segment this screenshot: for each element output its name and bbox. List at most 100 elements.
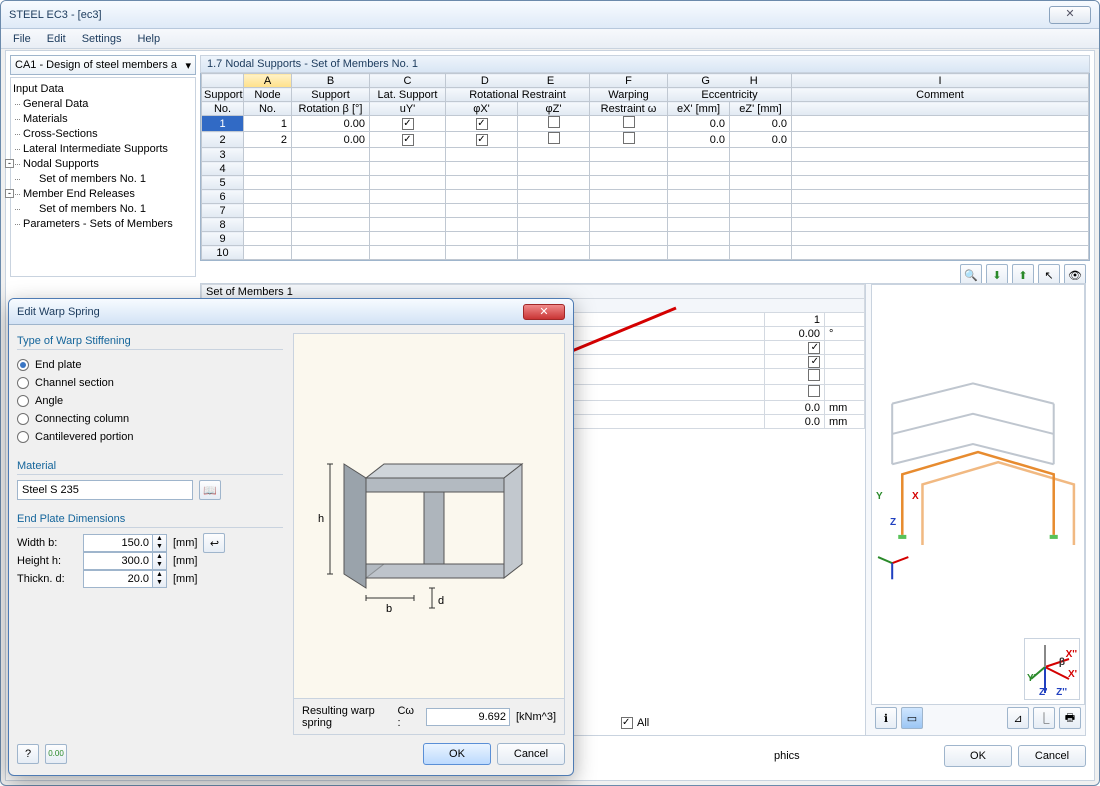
spinner[interactable]: ▲▼ — [153, 534, 167, 552]
cell[interactable] — [668, 148, 730, 162]
tree-item[interactable]: Set of members No. 1 — [13, 202, 193, 217]
detail-cell[interactable]: 0.0 — [765, 401, 825, 415]
thick-input[interactable] — [83, 570, 153, 588]
cell[interactable] — [370, 232, 446, 246]
cell[interactable] — [668, 232, 730, 246]
detail-cell[interactable] — [765, 385, 825, 401]
cell[interactable] — [292, 218, 370, 232]
row-header[interactable]: 7 — [202, 204, 244, 218]
cell[interactable] — [292, 232, 370, 246]
cell[interactable] — [446, 246, 518, 260]
cell[interactable] — [668, 246, 730, 260]
cell[interactable] — [792, 148, 1089, 162]
collapse-icon[interactable]: - — [5, 189, 14, 198]
detail-cell[interactable]: 0.00 — [765, 327, 825, 341]
cell[interactable] — [370, 190, 446, 204]
dim-icon[interactable]: ⊿ — [1007, 707, 1029, 729]
spinner[interactable]: ▲▼ — [153, 552, 167, 570]
cell[interactable] — [590, 232, 668, 246]
row-header[interactable]: 1 — [202, 116, 244, 132]
cell[interactable] — [518, 204, 590, 218]
cell[interactable] — [590, 132, 668, 148]
units-button[interactable]: 0.00 — [45, 744, 67, 764]
cell[interactable] — [370, 218, 446, 232]
cell[interactable] — [244, 218, 292, 232]
cell[interactable] — [244, 176, 292, 190]
cell[interactable] — [244, 148, 292, 162]
cell[interactable]: ✓ — [446, 116, 518, 132]
info-icon[interactable]: ℹ — [875, 707, 897, 729]
menu-settings[interactable]: Settings — [76, 31, 128, 47]
cell[interactable] — [792, 132, 1089, 148]
cell[interactable] — [792, 162, 1089, 176]
cell[interactable] — [730, 232, 792, 246]
cell[interactable] — [590, 116, 668, 132]
tree-item[interactable]: Cross-Sections — [13, 127, 193, 142]
all-checkbox[interactable]: ✓ — [621, 717, 633, 729]
cell[interactable] — [244, 246, 292, 260]
cell[interactable] — [590, 204, 668, 218]
detail-cell[interactable]: 0.0 — [765, 415, 825, 429]
row-header[interactable]: 4 — [202, 162, 244, 176]
cell[interactable] — [292, 162, 370, 176]
cell[interactable] — [244, 232, 292, 246]
menu-help[interactable]: Help — [131, 31, 166, 47]
cell[interactable] — [730, 204, 792, 218]
material-input[interactable]: Steel S 235 — [17, 480, 193, 500]
cell[interactable] — [668, 218, 730, 232]
tree-item-nodal[interactable]: -Nodal Supports — [13, 157, 193, 172]
cell[interactable] — [518, 190, 590, 204]
col-letter[interactable]: F — [590, 74, 668, 88]
print-icon[interactable]: 🖶 — [1059, 707, 1081, 729]
col-letter[interactable]: B — [292, 74, 370, 88]
cell[interactable] — [518, 116, 590, 132]
cell[interactable]: 0.0 — [668, 116, 730, 132]
col-letter[interactable]: I — [792, 74, 1089, 88]
menu-file[interactable]: File — [7, 31, 37, 47]
library-button[interactable]: 📖 — [199, 480, 221, 500]
row-header[interactable]: 10 — [202, 246, 244, 260]
cell[interactable] — [518, 132, 590, 148]
cell[interactable]: ✓ — [370, 132, 446, 148]
cell[interactable] — [518, 232, 590, 246]
dialog-ok-button[interactable]: OK — [423, 743, 491, 765]
cell[interactable] — [244, 204, 292, 218]
radio-0[interactable] — [17, 359, 29, 371]
detail-cell[interactable]: ✓ — [765, 341, 825, 355]
cell[interactable] — [446, 204, 518, 218]
cell[interactable] — [730, 218, 792, 232]
window-close-button[interactable]: ✕ — [1049, 6, 1091, 24]
cell[interactable] — [244, 162, 292, 176]
select-icon[interactable]: ▭ — [901, 707, 923, 729]
radio-label[interactable]: Angle — [35, 395, 63, 407]
cell[interactable] — [292, 148, 370, 162]
detail-cell[interactable]: ✓ — [765, 355, 825, 369]
radio-label[interactable]: Cantilevered portion — [35, 431, 133, 443]
col-letter-de[interactable]: D E — [446, 74, 590, 88]
nav-tree[interactable]: Input Data General Data Materials Cross-… — [10, 77, 196, 277]
cell[interactable]: 0.0 — [730, 116, 792, 132]
cell[interactable] — [730, 162, 792, 176]
cell[interactable]: 2 — [244, 132, 292, 148]
cell[interactable] — [446, 148, 518, 162]
cell[interactable] — [792, 246, 1089, 260]
row-header[interactable]: 2 — [202, 132, 244, 148]
tree-item[interactable]: Lateral Intermediate Supports — [13, 142, 193, 157]
cell[interactable] — [370, 162, 446, 176]
cell[interactable] — [668, 162, 730, 176]
graphics-tab[interactable]: phics — [774, 750, 800, 762]
cell[interactable] — [518, 148, 590, 162]
cell[interactable]: 0.0 — [730, 132, 792, 148]
cell[interactable]: 0.00 — [292, 116, 370, 132]
cell[interactable] — [370, 148, 446, 162]
cell[interactable]: 0.0 — [668, 132, 730, 148]
row-header[interactable]: 6 — [202, 190, 244, 204]
radio-1[interactable] — [17, 377, 29, 389]
col-letter[interactable]: C — [370, 74, 446, 88]
radio-4[interactable] — [17, 431, 29, 443]
row-header[interactable]: 3 — [202, 148, 244, 162]
radio-label[interactable]: Connecting column — [35, 413, 129, 425]
cell[interactable] — [792, 176, 1089, 190]
radio-label[interactable]: Channel section — [35, 377, 114, 389]
cell[interactable] — [668, 204, 730, 218]
